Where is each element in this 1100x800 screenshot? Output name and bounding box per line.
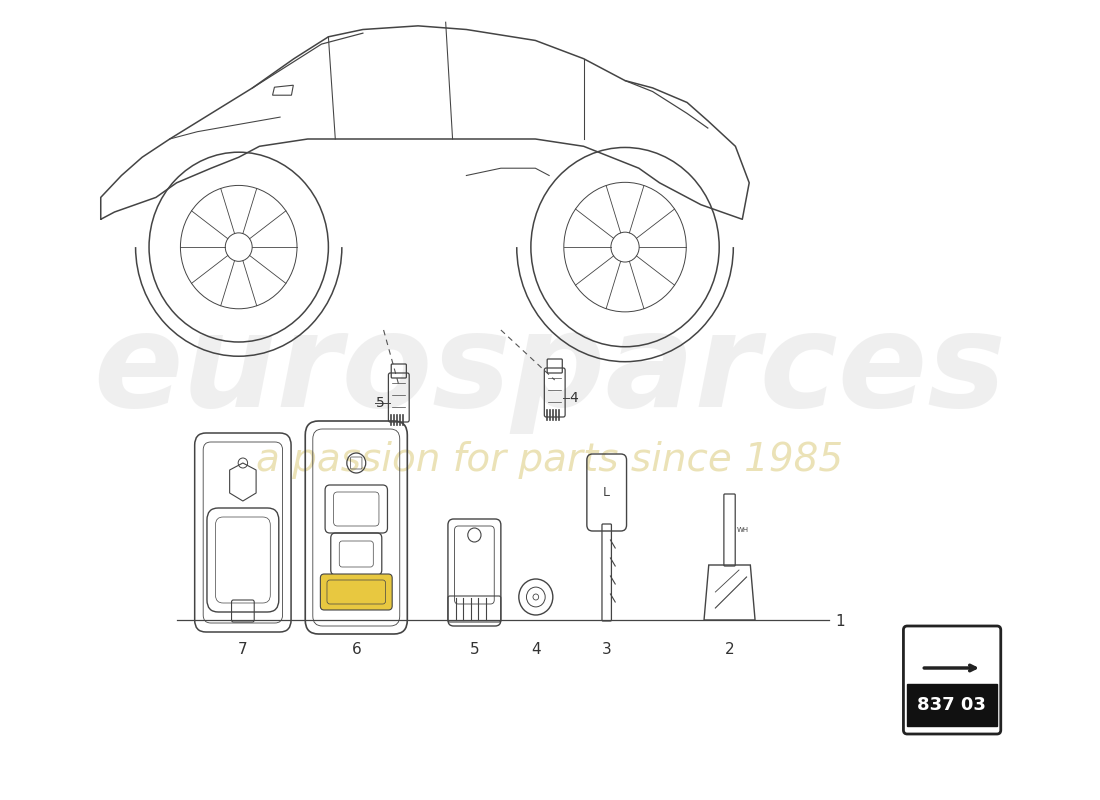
Text: 3: 3 <box>602 642 612 657</box>
Text: 6: 6 <box>351 642 361 657</box>
Text: WH: WH <box>737 527 749 533</box>
Text: 5: 5 <box>375 396 384 410</box>
Text: 4: 4 <box>531 642 540 657</box>
FancyBboxPatch shape <box>908 684 997 726</box>
Text: 837 03: 837 03 <box>917 696 986 714</box>
FancyBboxPatch shape <box>903 626 1001 734</box>
Text: 4: 4 <box>570 391 578 405</box>
Text: 1: 1 <box>835 614 845 630</box>
Text: a passion for parts since 1985: a passion for parts since 1985 <box>256 441 844 479</box>
Text: eurosparces: eurosparces <box>94 306 1007 434</box>
Text: 5: 5 <box>470 642 480 657</box>
Text: 2: 2 <box>725 642 735 657</box>
FancyBboxPatch shape <box>320 574 393 610</box>
Text: L: L <box>603 486 611 498</box>
Text: 7: 7 <box>238 642 248 657</box>
